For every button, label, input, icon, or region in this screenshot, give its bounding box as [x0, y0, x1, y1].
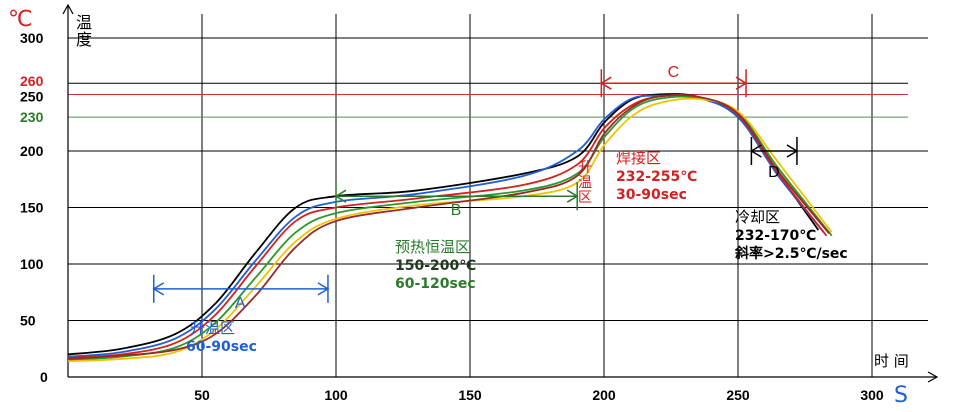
y-tick-label-150: 150 [20, 200, 44, 216]
ramp-up-title: 升温区 [190, 319, 235, 337]
y-tick-label-300: 300 [20, 30, 44, 46]
zone-D-end-arrow [786, 144, 799, 158]
y-axis-arrow [62, 3, 74, 15]
y-tick-label-230: 230 [20, 109, 44, 125]
reflow-time: 30-90sec [616, 187, 687, 203]
zone-C-end-arrow [735, 76, 748, 90]
series-line-curve-red [67, 94, 828, 359]
reflow-title: 焊接区 [616, 149, 661, 167]
y-tick-label-200: 200 [20, 143, 44, 159]
series-line-curve-darkred [67, 94, 830, 360]
reference-lines [68, 82, 908, 118]
series-line-curve-black [67, 93, 820, 356]
x-tick-label-50: 50 [194, 387, 210, 403]
x-axis-arrow [927, 371, 939, 383]
zone-B-label: B [451, 202, 462, 219]
y-tick-label-260: 260 [20, 73, 44, 89]
x-tick-label-100: 100 [324, 387, 348, 403]
zone-D-label: D [768, 164, 780, 181]
zone-A-label: A [235, 295, 246, 312]
y-tick-label-100: 100 [20, 256, 44, 272]
x-axis-label: 时 间 [874, 352, 909, 370]
series-line-curve-blue [67, 94, 825, 358]
reflow-temp: 232-255℃ [616, 169, 697, 185]
y-tick-label-0: 0 [40, 369, 48, 385]
reflow-ramp-title-char: 温 [578, 175, 592, 191]
cooling-temp: 232-170℃ [735, 228, 816, 244]
zone-A-start-arrow [152, 282, 165, 296]
zone-B-end-arrow [566, 189, 579, 203]
y-axis-label-char: 度 [76, 30, 92, 49]
x-tick-label-250: 250 [726, 387, 750, 403]
series-line-curve-yellow [67, 97, 833, 363]
y-unit-label: ℃ [8, 7, 33, 32]
cooling-title: 冷却区 [735, 208, 780, 226]
y-tick-label-250: 250 [20, 89, 44, 105]
preheat-time: 60-120sec [395, 276, 476, 292]
x-tick-label-200: 200 [592, 387, 616, 403]
x-unit-label: S [894, 383, 908, 408]
cooling-slope: 斜率>2.5℃/sec [734, 245, 848, 262]
reflow-ramp-title: 升温区 [578, 160, 592, 206]
y-tick-label-50: 50 [20, 313, 36, 329]
zone-D-start-arrow [749, 144, 762, 158]
y-axis-label: 温度 [76, 13, 92, 49]
zone-C-start-arrow [599, 76, 612, 90]
x-tick-label-150: 150 [458, 387, 482, 403]
preheat-temp: 150-200℃ [395, 258, 476, 274]
zone-B-start-arrow [334, 189, 347, 203]
axes [62, 3, 939, 383]
reflow-ramp-title-char: 区 [578, 190, 592, 206]
ramp-up-range: 60-90sec [186, 339, 257, 355]
reflow-ramp-title-char: 升 [578, 160, 592, 176]
y-axis-label-char: 温 [76, 13, 92, 32]
zone-markers: A B C D [152, 64, 799, 312]
zone-C-label: C [668, 64, 680, 81]
preheat-title: 预热恒温区 [395, 238, 470, 256]
x-tick-label-300: 300 [860, 387, 884, 403]
zone-A-end-arrow [317, 282, 330, 296]
series-group [67, 93, 833, 363]
